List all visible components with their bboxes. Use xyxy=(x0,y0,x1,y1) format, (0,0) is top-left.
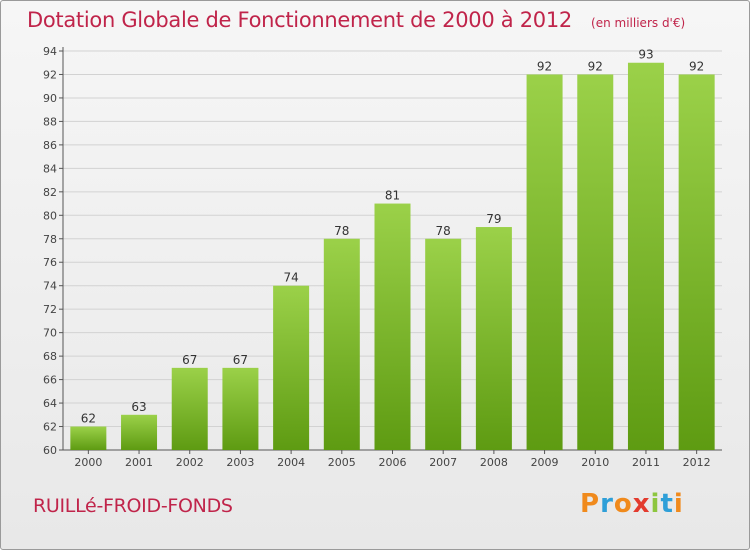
y-tick-label: 60 xyxy=(43,444,57,457)
data-label-2009: 92 xyxy=(537,59,552,73)
data-label-2005: 78 xyxy=(334,224,349,238)
y-tick-label: 80 xyxy=(43,209,57,222)
bar-2003 xyxy=(222,367,259,450)
logo-letter: o xyxy=(613,489,633,519)
bar-2008 xyxy=(475,227,512,450)
y-tick-label: 86 xyxy=(43,139,57,152)
bar-2011 xyxy=(627,62,664,451)
x-tick-label-2002: 2002 xyxy=(176,456,204,469)
chart-header: Dotation Globale de Fonctionnement de 20… xyxy=(27,8,685,32)
y-tick-label: 88 xyxy=(43,115,57,128)
y-tick-label: 72 xyxy=(43,303,57,316)
bar-2009 xyxy=(526,74,563,451)
y-tick-label: 74 xyxy=(43,280,57,293)
x-tick-label-2004: 2004 xyxy=(277,456,305,469)
y-tick-label: 62 xyxy=(43,421,57,434)
data-labels: 62 63 67 67 74 78 81 78 79 92 92 93 92 xyxy=(81,48,705,426)
x-tick-label-2006: 2006 xyxy=(379,456,407,469)
place-name: RUILLé-FROID-FONDS xyxy=(33,495,233,517)
bar-2006 xyxy=(374,203,411,450)
bar-2002 xyxy=(171,367,208,450)
y-tick-label: 68 xyxy=(43,350,57,363)
y-tick-label: 64 xyxy=(43,397,57,410)
y-tick-label: 78 xyxy=(43,233,57,246)
data-label-2004: 74 xyxy=(283,271,298,285)
x-tick-label-2005: 2005 xyxy=(328,456,356,469)
y-tick-label: 92 xyxy=(43,68,57,81)
x-tick-label-2009: 2009 xyxy=(531,456,559,469)
y-tick-label: 70 xyxy=(43,327,57,340)
y-tick-label: 90 xyxy=(43,92,57,105)
logo-letter: P xyxy=(580,489,601,519)
bars xyxy=(70,62,715,451)
data-label-2001: 63 xyxy=(131,400,146,414)
bar-2007 xyxy=(425,238,462,450)
logo-letter: i xyxy=(650,489,661,519)
x-tick-label-2001: 2001 xyxy=(125,456,153,469)
x-tick-label-2003: 2003 xyxy=(226,456,254,469)
bar-2004 xyxy=(273,285,310,450)
x-tick-label-2007: 2007 xyxy=(429,456,457,469)
data-label-2012: 92 xyxy=(689,59,704,73)
logo-letter: r xyxy=(600,489,614,519)
y-tick-label: 82 xyxy=(43,186,57,199)
data-label-2008: 79 xyxy=(486,212,501,226)
logo-letter: t xyxy=(660,489,674,519)
chart-title: Dotation Globale de Fonctionnement de 20… xyxy=(27,8,572,32)
data-label-2011: 93 xyxy=(638,48,653,62)
data-label-2007: 78 xyxy=(436,224,451,238)
x-tick-label-2012: 2012 xyxy=(683,456,711,469)
proxiti-logo: Proxiti xyxy=(580,489,684,519)
data-label-2000: 62 xyxy=(81,412,96,426)
x-tick-label-2008: 2008 xyxy=(480,456,508,469)
x-tick-label-2010: 2010 xyxy=(581,456,609,469)
bar-2005 xyxy=(323,238,360,450)
bar-2000 xyxy=(70,426,107,450)
data-label-2003: 67 xyxy=(233,353,248,367)
data-label-2010: 92 xyxy=(588,59,603,73)
x-tick-label-2011: 2011 xyxy=(632,456,660,469)
bar-2001 xyxy=(121,414,158,450)
logo-letter: x xyxy=(632,489,651,519)
y-tick-label: 94 xyxy=(43,45,57,58)
logo-letter: i xyxy=(673,489,684,519)
y-tick-label: 76 xyxy=(43,256,57,269)
data-label-2006: 81 xyxy=(385,189,400,203)
data-label-2002: 67 xyxy=(182,353,197,367)
y-tick-label: 84 xyxy=(43,162,57,175)
x-tick-label-2000: 2000 xyxy=(74,456,102,469)
bar-2010 xyxy=(577,74,614,451)
bar-2012 xyxy=(678,74,715,451)
y-tick-label: 66 xyxy=(43,374,57,387)
chart-unit: (en milliers d'€) xyxy=(591,16,686,30)
